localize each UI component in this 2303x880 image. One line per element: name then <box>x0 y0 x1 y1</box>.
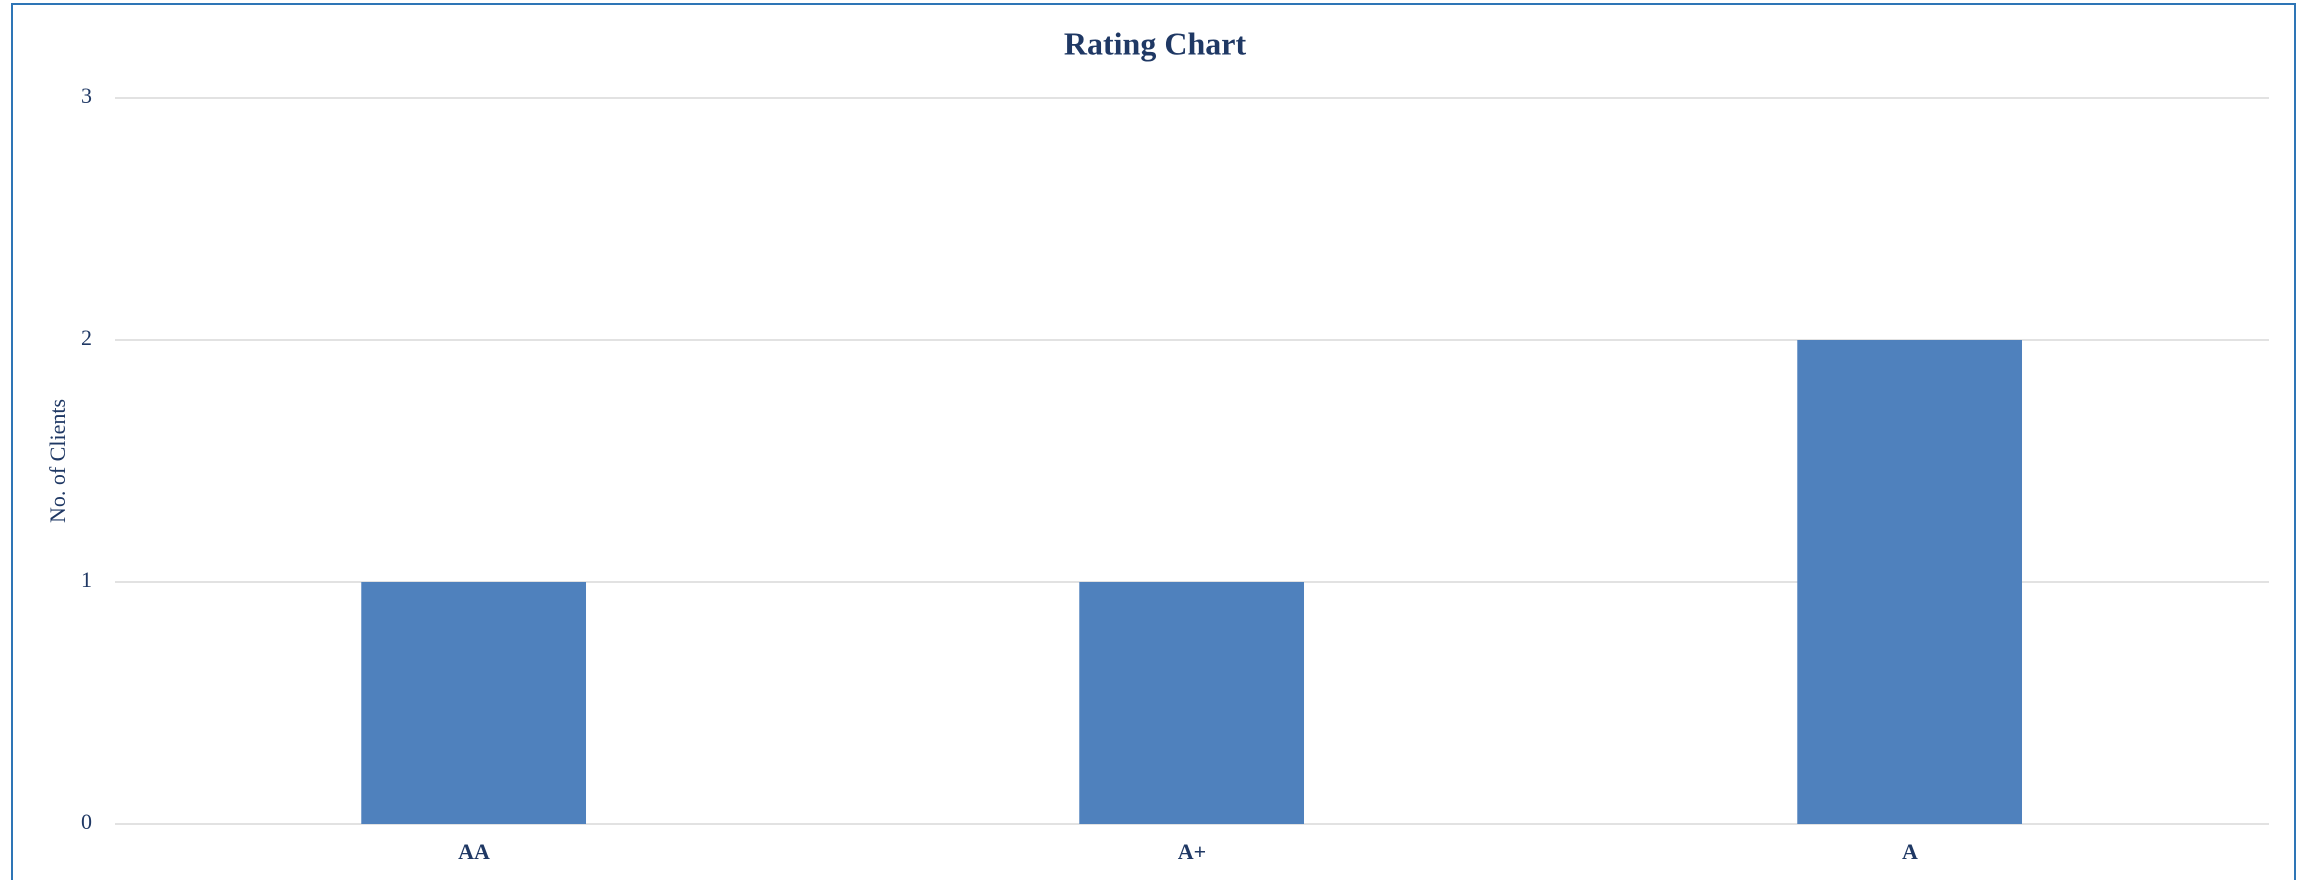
x-tick-label: AA <box>458 839 490 864</box>
x-tick-label: A <box>1902 839 1918 864</box>
bar <box>1797 340 2023 824</box>
bar <box>361 582 587 824</box>
chart-title: Rating Chart <box>1064 25 1247 61</box>
y-axis-label: No. of Clients <box>45 399 70 523</box>
y-tick-label: 1 <box>81 567 92 592</box>
y-tick-label: 0 <box>81 809 92 834</box>
bar <box>1079 582 1305 824</box>
y-tick-label: 2 <box>81 325 92 350</box>
y-tick-label: 3 <box>81 83 92 108</box>
x-tick-label: A+ <box>1178 839 1206 864</box>
